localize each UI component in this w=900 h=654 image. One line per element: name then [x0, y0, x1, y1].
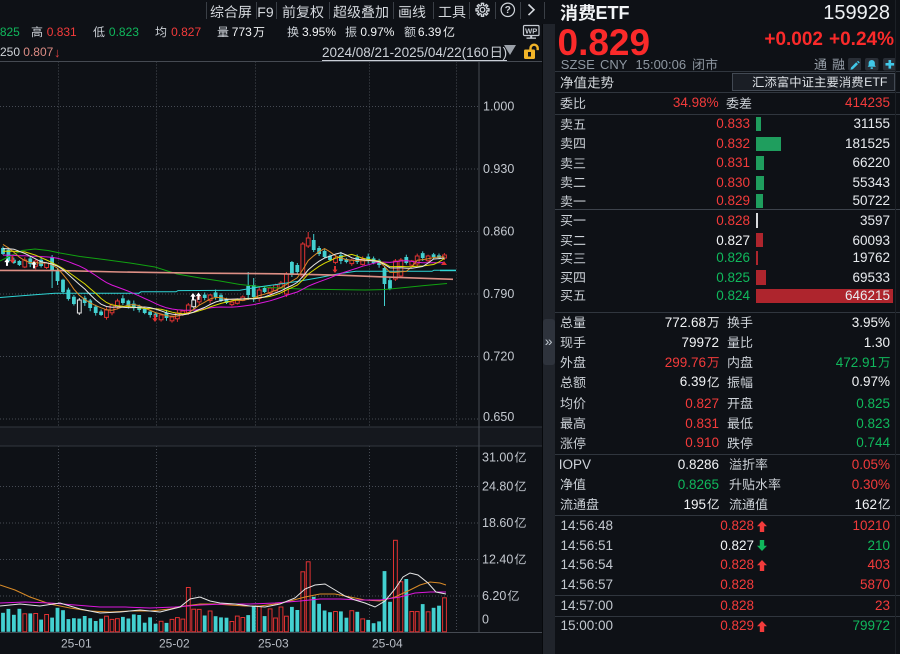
svg-text:0.860: 0.860: [483, 225, 514, 239]
svg-text:0.650: 0.650: [483, 410, 514, 424]
svg-text:WP: WP: [525, 27, 537, 36]
svg-text:0.720: 0.720: [483, 350, 514, 364]
svg-text:?: ?: [505, 5, 511, 16]
svg-text:1.000: 1.000: [483, 100, 514, 114]
svg-text:25-01: 25-01: [61, 637, 92, 651]
svg-text:6.20: 6.20: [482, 589, 506, 603]
svg-text:0.930: 0.930: [483, 162, 514, 176]
svg-text:0: 0: [482, 612, 489, 626]
svg-text:31.00: 31.00: [482, 451, 513, 465]
svg-text:25-04: 25-04: [372, 637, 403, 651]
svg-text:24.80: 24.80: [482, 480, 513, 494]
svg-text:12.40: 12.40: [482, 553, 513, 567]
svg-text:25-03: 25-03: [258, 637, 289, 651]
svg-text:25-02: 25-02: [159, 637, 190, 651]
svg-text:18.60: 18.60: [482, 516, 513, 530]
svg-text:0.790: 0.790: [483, 287, 514, 301]
